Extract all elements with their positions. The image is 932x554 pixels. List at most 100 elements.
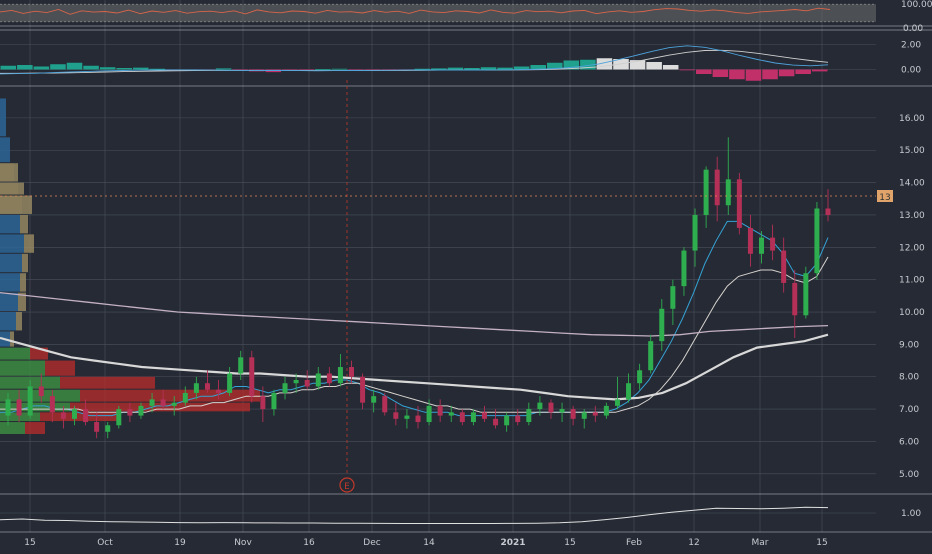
macd-hist-bar-40 [662,65,679,70]
macd-hist-bar-35 [580,59,596,70]
vp-row-up-12 [0,347,30,360]
candle-body-49 [548,402,554,413]
candle-body-69 [770,237,776,251]
vp-row-down-3 [18,182,24,195]
price-tick-10: 6.00 [899,437,919,447]
macd-hist-bar-43 [712,69,729,77]
macd-hist-bar-4 [66,62,83,70]
x-tick-8: 15 [564,538,575,548]
earnings-marker-label: E [344,482,350,492]
candle-body-28 [315,373,321,387]
macd-hist-bar-31 [513,66,530,70]
vp-row-up-6 [0,234,24,253]
macd-hist-bar-5 [83,65,99,70]
candle-body-38 [426,405,432,423]
price-tick-7: 9.00 [899,340,919,350]
candle-body-41 [459,412,465,423]
macd-tick-0: 0.00 [901,66,921,76]
candle-body-1 [16,399,22,416]
x-tick-5: Dec [363,538,380,548]
candle-body-59 [659,308,665,342]
price-tick-2: 14.00 [899,179,925,189]
vp-row-up-8 [0,273,20,292]
vp-row-down-5 [20,214,28,234]
vp-row-down-18 [25,422,45,434]
macd-hist-bar-47 [778,69,795,77]
x-tick-10: 12 [688,538,699,548]
candle-body-67 [747,227,753,254]
vp-row-down-17 [40,412,120,422]
price-tick-4: 12.00 [899,243,925,253]
candle-body-34 [382,396,388,413]
candle-body-62 [692,214,698,251]
vp-row-down-7 [22,253,28,273]
x-tick-7: 2021 [500,538,525,548]
vp-row-down-9 [18,292,26,312]
candle-body-47 [526,409,532,423]
macd-hist-bar-39 [646,62,662,70]
vp-row-down-12 [30,347,48,360]
macd-hist-bar-19 [315,69,331,70]
macd-hist-bar-29 [480,67,497,70]
candle-body-37 [415,415,421,423]
sma-200-line [0,291,829,337]
candle-body-65 [725,179,731,206]
candle-body-24 [271,392,277,410]
vp-row-down-10 [16,312,22,331]
macd-hist-bar-20 [331,68,348,70]
vp-row-up-18 [0,422,25,434]
macd-hist-bar-1 [17,65,33,70]
candle-body-11 [127,409,133,416]
x-tick-3: Nov [234,538,252,548]
candle-body-23 [260,396,266,410]
candle-body-6 [71,409,77,419]
macd-line [0,45,829,75]
macd-hist-bar-41 [679,69,696,71]
macd-hist-bar-30 [497,67,513,70]
price-tag-label: 13 [879,193,890,203]
price-tag[interactable] [877,190,893,202]
candle-body-14 [160,399,166,406]
vp-row-up-5 [0,214,20,234]
macd-hist-bar-25 [414,68,431,70]
vp-row-up-2 [0,163,14,182]
candle-body-71 [792,282,798,316]
candle-body-40 [448,412,454,416]
macd-hist-bar-8 [132,67,149,70]
vp-row-up-7 [0,253,22,273]
price-tick-9: 7.00 [899,405,919,415]
macd-hist-bar-14 [232,69,248,71]
rsi-tick-0: 0.00 [903,24,923,34]
moving-averages [0,220,829,417]
volume-ma-pane [0,506,829,524]
candle-body-64 [714,169,720,206]
macd-hist-bar-26 [431,68,447,70]
candle-body-18 [204,383,210,390]
candle-body-9 [105,425,111,432]
candle-body-20 [227,373,233,393]
rsi-band [0,4,876,22]
macd-hist-bar-18 [298,69,315,71]
candle-body-29 [326,373,332,384]
candle-body-31 [349,367,355,377]
candle-body-5 [60,412,66,419]
x-tick-4: 16 [303,538,315,548]
candle-body-17 [193,383,199,393]
vp-row-down-4 [22,195,32,214]
candle-body-45 [504,415,510,426]
price-tick-11: 5.00 [899,470,919,480]
macd-hist-bar-33 [546,62,563,70]
candle-body-72 [803,273,809,316]
macd-hist-bar-32 [530,65,546,70]
macd-hist-bar-48 [795,69,811,74]
candle-body-3 [38,386,44,397]
candle-body-22 [249,357,255,397]
candle-body-42 [470,412,476,423]
candle-body-54 [603,405,609,416]
candle-body-50 [559,409,565,413]
x-tick-0: 15 [24,538,35,548]
vp-row-up-10 [0,312,16,331]
price-tick-1: 15.00 [899,146,925,156]
candle-body-60 [670,286,676,309]
earnings-marker[interactable] [339,477,355,493]
